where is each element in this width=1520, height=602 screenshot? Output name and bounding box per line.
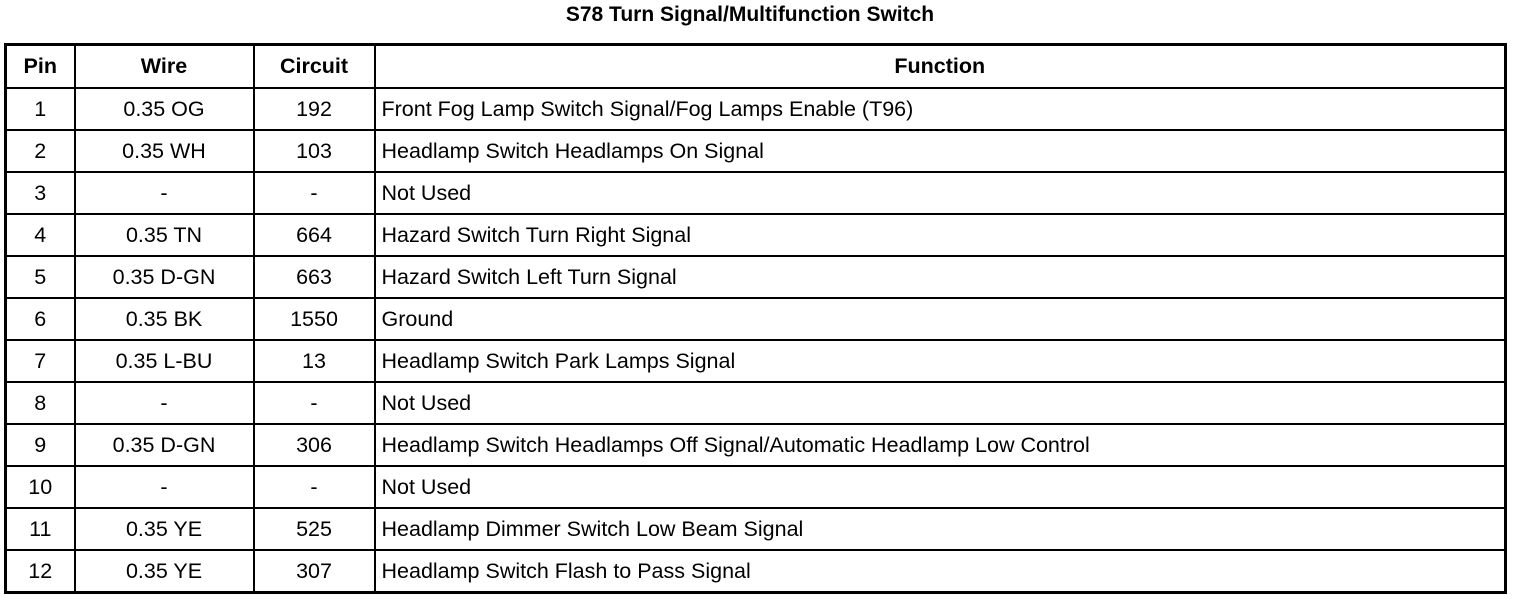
table-row: 2 0.35 WH 103 Headlamp Switch Headlamps On … <box>4 129 1507 173</box>
header-circuit: Circuit <box>252 43 376 89</box>
cell-pin: 2 <box>4 129 76 173</box>
pinout-table: Pin Wire Circuit Function 1 0.35 OG 192 Fro… <box>4 43 1507 594</box>
header-wire: Wire <box>73 43 255 89</box>
table-row: 12 0.35 YE 307 Headlamp Switch Flash to Pas… <box>4 549 1507 594</box>
cell-circuit: 192 <box>252 87 376 131</box>
cell-function: Not Used <box>373 465 1507 509</box>
cell-wire: 0.35 TN <box>73 213 255 257</box>
cell-circuit: 1550 <box>252 297 376 341</box>
cell-pin: 9 <box>4 423 76 467</box>
table-row: 11 0.35 YE 525 Headlamp Dimmer Switch Low B… <box>4 507 1507 551</box>
cell-pin: 5 <box>4 255 76 299</box>
cell-wire: 0.35 BK <box>73 297 255 341</box>
cell-function: Headlamp Dimmer Switch Low Beam Signal <box>373 507 1507 551</box>
table-row: 10- - Not Used <box>4 465 1507 509</box>
cell-circuit: - <box>252 381 376 425</box>
cell-pin: 4 <box>4 213 76 257</box>
cell-circuit: 13 <box>252 339 376 383</box>
cell-function: Headlamp Switch Flash to Pass Signal <box>373 549 1507 594</box>
cell-function: Front Fog Lamp Switch Signal/Fog Lamps E… <box>373 87 1507 131</box>
cell-pin: 8 <box>4 381 76 425</box>
cell-pin: 12 <box>4 549 76 594</box>
cell-pin: 6 <box>4 297 76 341</box>
table-row: 7 0.35 L-BU 13 Headlamp Switch Park Lamps S… <box>4 339 1507 383</box>
cell-circuit: 525 <box>252 507 376 551</box>
table-row: 9 0.35 D-GN 306 Headlamp Switch Headlamps O… <box>4 423 1507 467</box>
cell-function: Not Used <box>373 381 1507 425</box>
cell-circuit: 663 <box>252 255 376 299</box>
cell-wire: 0.35 D-GN <box>73 255 255 299</box>
header-pin: Pin <box>4 43 76 89</box>
cell-function: Headlamp Switch Headlamps On Signal <box>373 129 1507 173</box>
table-row: 3- - Not Used <box>4 171 1507 215</box>
cell-wire: 0.35 WH <box>73 129 255 173</box>
table-row: 1 0.35 OG 192 Front Fog Lamp Switch Signal/… <box>4 87 1507 131</box>
cell-circuit: 103 <box>252 129 376 173</box>
cell-circuit: - <box>252 171 376 215</box>
cell-function: Hazard Switch Left Turn Signal <box>373 255 1507 299</box>
cell-circuit: 306 <box>252 423 376 467</box>
header-function: Function <box>373 43 1507 89</box>
cell-pin: 10 <box>4 465 76 509</box>
cell-function: Headlamp Switch Park Lamps Signal <box>373 339 1507 383</box>
cell-wire: 0.35 YE <box>73 507 255 551</box>
cell-pin: 11 <box>4 507 76 551</box>
cell-pin: 1 <box>4 87 76 131</box>
cell-pin: 3 <box>4 171 76 215</box>
cell-circuit: 664 <box>252 213 376 257</box>
cell-function: Hazard Switch Turn Right Signal <box>373 213 1507 257</box>
cell-circuit: - <box>252 465 376 509</box>
cell-function: Not Used <box>373 171 1507 215</box>
cell-function: Ground <box>373 297 1507 341</box>
cell-wire: - <box>73 381 255 425</box>
cell-pin: 7 <box>4 339 76 383</box>
table-row: 5 0.35 D-GN 663 Hazard Switch Left Turn Sig… <box>4 255 1507 299</box>
cell-wire: 0.35 L-BU <box>73 339 255 383</box>
cell-wire: 0.35 D-GN <box>73 423 255 467</box>
cell-wire: 0.35 YE <box>73 549 255 594</box>
cell-circuit: 307 <box>252 549 376 594</box>
header-row: Pin Wire Circuit Function <box>4 43 1507 89</box>
cell-wire: - <box>73 171 255 215</box>
cell-function: Headlamp Switch Headlamps Off Signal/Aut… <box>373 423 1507 467</box>
cell-wire: - <box>73 465 255 509</box>
cell-wire: 0.35 OG <box>73 87 255 131</box>
table-row: 6 0.35 BK 1550 Ground <box>4 297 1507 341</box>
table-title: S78 Turn Signal/Multifunction Switch <box>565 3 935 26</box>
table-row: 8- - Not Used <box>4 381 1507 425</box>
table-row: 4 0.35 TN 664 Hazard Switch Turn Right Sign… <box>4 213 1507 257</box>
